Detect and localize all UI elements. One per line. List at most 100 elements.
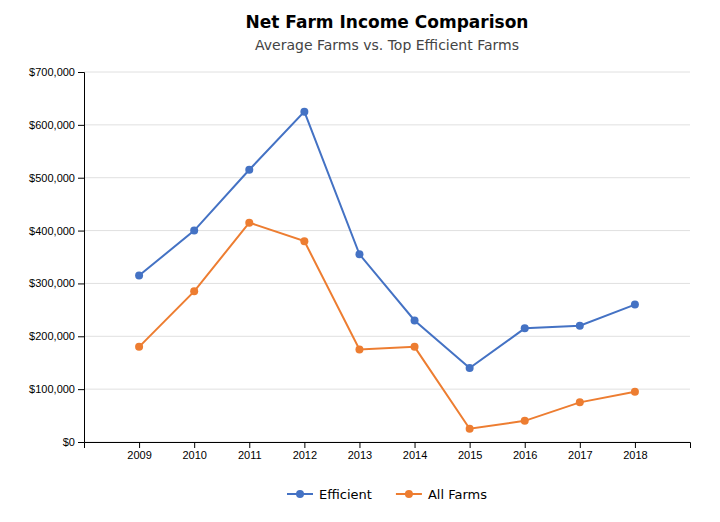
point <box>190 287 198 295</box>
grid-line <box>84 389 690 390</box>
tick: $200,000 <box>29 330 84 342</box>
grid-line <box>84 336 690 337</box>
tick-label: $400,000 <box>29 225 75 237</box>
point <box>521 417 529 425</box>
series-group <box>135 108 639 433</box>
tick: $600,000 <box>29 119 84 131</box>
plot-area: 2009 2010 2011 2012 2013 2014 2015 2016 2017 2018… <box>29 66 690 461</box>
tick: 2014 <box>403 442 427 461</box>
tick: 2010 <box>182 442 206 461</box>
point <box>466 425 474 433</box>
tick-mark <box>635 442 636 448</box>
tick-mark <box>78 178 84 179</box>
tick-label: 2012 <box>293 449 317 461</box>
subtitle: Average Farms vs. Top Efficient Farms <box>255 37 519 53</box>
legend-marker <box>296 490 304 498</box>
tick-mark <box>470 442 471 448</box>
tick-label: $0 <box>63 436 75 448</box>
tick-label: 2016 <box>513 449 537 461</box>
tick-label: $600,000 <box>29 119 75 131</box>
tick-mark <box>78 442 84 443</box>
tick-mark <box>78 389 84 390</box>
point <box>300 108 308 116</box>
tick-label: $300,000 <box>29 277 75 289</box>
tick: $100,000 <box>29 383 84 395</box>
grid-line <box>84 230 690 231</box>
series <box>135 219 639 433</box>
tick: $400,000 <box>29 225 84 237</box>
tick: 2012 <box>293 442 317 461</box>
point <box>135 343 143 351</box>
x-axis: 2009 2010 2011 2012 2013 2014 2015 2016 2017 2018 <box>85 442 691 461</box>
tick: $500,000 <box>29 172 84 184</box>
tick-label: 2011 <box>238 449 262 461</box>
tick-mark <box>78 125 84 126</box>
legend-marker <box>405 490 413 498</box>
legend-label: Efficient <box>319 487 372 502</box>
point <box>300 237 308 245</box>
tick-label: $100,000 <box>29 383 75 395</box>
tick: $300,000 <box>29 277 84 289</box>
tick-mark <box>304 442 305 448</box>
axis-line <box>85 443 691 449</box>
point <box>190 227 198 235</box>
tick-label: $700,000 <box>29 66 75 78</box>
tick-mark <box>78 283 84 284</box>
tick-mark <box>359 442 360 448</box>
point <box>355 250 363 258</box>
grid-line <box>84 283 690 284</box>
series-line <box>139 223 635 429</box>
point <box>135 272 143 280</box>
tick-label: $200,000 <box>29 330 75 342</box>
point <box>411 343 419 351</box>
tick-label: 2009 <box>127 449 151 461</box>
tick-label: 2010 <box>182 449 206 461</box>
tick-mark <box>194 442 195 448</box>
tick-label: 2015 <box>458 449 482 461</box>
grid-line <box>84 177 690 178</box>
point <box>631 301 639 309</box>
tick: $0 <box>63 436 84 448</box>
grid-line <box>84 72 690 73</box>
tick-label: 2014 <box>403 449 427 461</box>
point <box>576 398 584 406</box>
legend-item: Efficient <box>287 487 372 502</box>
y-axis: $0 $100,000 $200,000 $300,000 $400,000 $500,0… <box>29 66 84 448</box>
grid-line <box>84 124 690 125</box>
point <box>521 324 529 332</box>
tick-mark <box>249 442 250 448</box>
point <box>466 364 474 372</box>
grid <box>84 72 690 442</box>
tick-label: $500,000 <box>29 172 75 184</box>
tick-mark <box>78 336 84 337</box>
series-line <box>139 112 635 368</box>
point <box>576 322 584 330</box>
axis-line <box>78 73 85 443</box>
tick-mark <box>525 442 526 448</box>
tick: 2013 <box>348 442 372 461</box>
tick: 2015 <box>458 442 482 461</box>
tick-label: 2017 <box>568 449 592 461</box>
tick-mark <box>78 231 84 232</box>
legend-label: All Farms <box>428 487 487 502</box>
tick: 2017 <box>568 442 592 461</box>
series <box>135 108 639 372</box>
legend-item: All Farms <box>396 487 487 502</box>
point <box>355 346 363 354</box>
point <box>411 316 419 324</box>
legend: Efficient All Farms <box>287 487 487 502</box>
tick-label: 2018 <box>623 449 647 461</box>
tick: 2009 <box>127 442 151 461</box>
tick: 2011 <box>238 442 262 461</box>
point <box>245 166 253 174</box>
tick-mark <box>78 72 84 73</box>
tick-mark <box>580 442 581 448</box>
chart: 2009 2010 2011 2012 2013 2014 2015 2016 2017 2018… <box>0 0 720 522</box>
tick-mark <box>415 442 416 448</box>
point <box>245 219 253 227</box>
point <box>631 388 639 396</box>
tick-mark <box>139 442 140 448</box>
tick: $700,000 <box>29 66 84 78</box>
tick: 2016 <box>513 442 537 461</box>
tick-label: 2013 <box>348 449 372 461</box>
